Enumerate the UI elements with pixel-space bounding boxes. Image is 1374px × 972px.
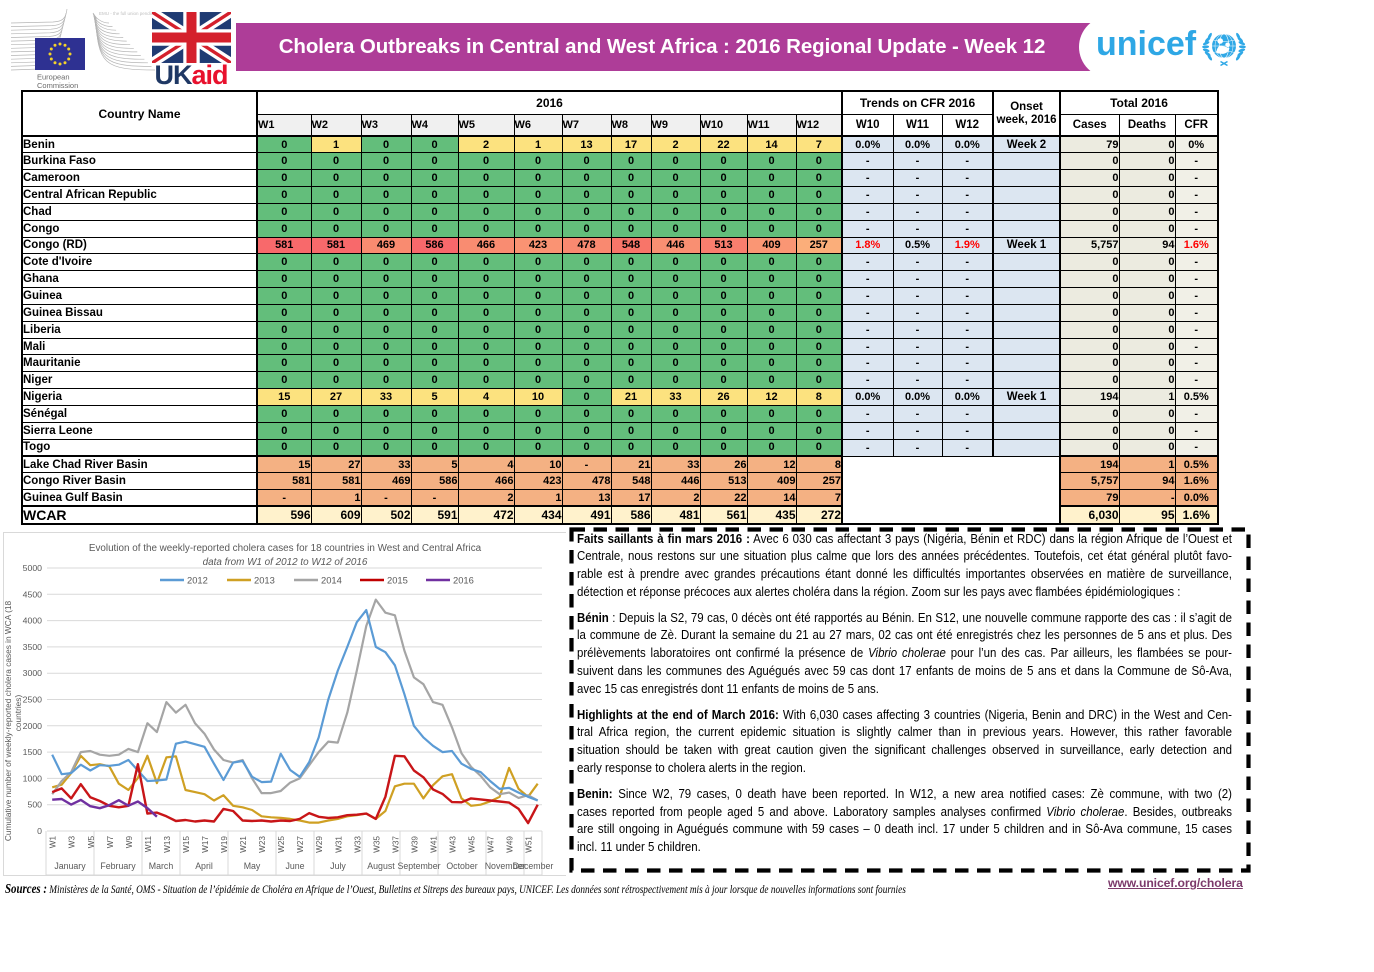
svg-text:countries): countries) (13, 695, 23, 732)
svg-text:W45: W45 (468, 836, 477, 853)
svg-text:Commission: Commission (37, 81, 78, 89)
svg-text:2015: 2015 (387, 575, 408, 586)
svg-text:2014: 2014 (321, 575, 342, 586)
svg-text:W13: W13 (163, 836, 172, 853)
svg-text:W27: W27 (296, 836, 305, 853)
svg-text:W25: W25 (277, 836, 286, 853)
svg-text:August: August (367, 861, 395, 871)
svg-text:W35: W35 (372, 836, 381, 853)
svg-text:February: February (100, 861, 136, 871)
svg-text:W7: W7 (106, 836, 115, 849)
svg-text:W47: W47 (487, 836, 496, 853)
svg-text:1500: 1500 (23, 747, 42, 757)
svg-text:W39: W39 (410, 836, 419, 853)
svg-text:W1: W1 (49, 836, 58, 849)
svg-text:W15: W15 (182, 836, 191, 853)
svg-text:June: June (285, 861, 304, 871)
svg-text:3500: 3500 (23, 642, 42, 652)
svg-text:September: September (397, 861, 440, 871)
svg-text:1000: 1000 (23, 773, 42, 783)
svg-text:data from W1 of 2012 to W12 of: data from W1 of 2012 to W12 of 2016 (203, 557, 368, 568)
svg-text:2500: 2500 (23, 695, 42, 705)
svg-text:500: 500 (28, 800, 43, 810)
svg-text:July: July (330, 861, 346, 871)
svg-text:2012: 2012 (187, 575, 208, 586)
svg-text:W23: W23 (258, 836, 267, 853)
svg-text:W21: W21 (239, 836, 248, 853)
svg-text:W17: W17 (201, 836, 210, 853)
svg-text:April: April (195, 861, 213, 871)
svg-text:2016: 2016 (453, 575, 474, 586)
svg-text:W37: W37 (391, 836, 400, 853)
svg-text:May: May (244, 861, 261, 871)
svg-text:W29: W29 (315, 836, 324, 853)
svg-text:W9: W9 (125, 836, 134, 849)
svg-text:Cumulative number of weekly-re: Cumulative number of weekly-reported cho… (3, 600, 13, 841)
svg-text:EMU - the full union pending: EMU - the full union pending (99, 11, 156, 16)
svg-text:4000: 4000 (23, 616, 42, 626)
svg-text:October: October (446, 861, 477, 871)
svg-text:3000: 3000 (23, 668, 42, 678)
svg-text:0: 0 (37, 826, 42, 836)
svg-text:4500: 4500 (23, 589, 42, 599)
svg-text:W31: W31 (334, 836, 343, 853)
svg-text:W43: W43 (449, 836, 458, 853)
svg-text:2013: 2013 (254, 575, 275, 586)
svg-text:January: January (54, 861, 86, 871)
svg-text:Evolution of the weekly-report: Evolution of the weekly-reported cholera… (89, 543, 482, 554)
svg-text:W19: W19 (220, 836, 229, 853)
svg-text:2000: 2000 (23, 721, 42, 731)
svg-text:December: December (513, 861, 554, 871)
svg-text:November: November (485, 861, 526, 871)
svg-text:5000: 5000 (23, 563, 42, 573)
svg-text:W33: W33 (353, 836, 362, 853)
svg-text:European: European (37, 73, 70, 82)
svg-text:W49: W49 (506, 836, 515, 853)
svg-text:W11: W11 (144, 836, 153, 853)
svg-text:W5: W5 (87, 836, 96, 849)
svg-text:March: March (149, 861, 174, 871)
svg-text:W41: W41 (430, 836, 439, 853)
svg-text:W3: W3 (68, 836, 77, 849)
svg-text:W51: W51 (525, 836, 534, 853)
